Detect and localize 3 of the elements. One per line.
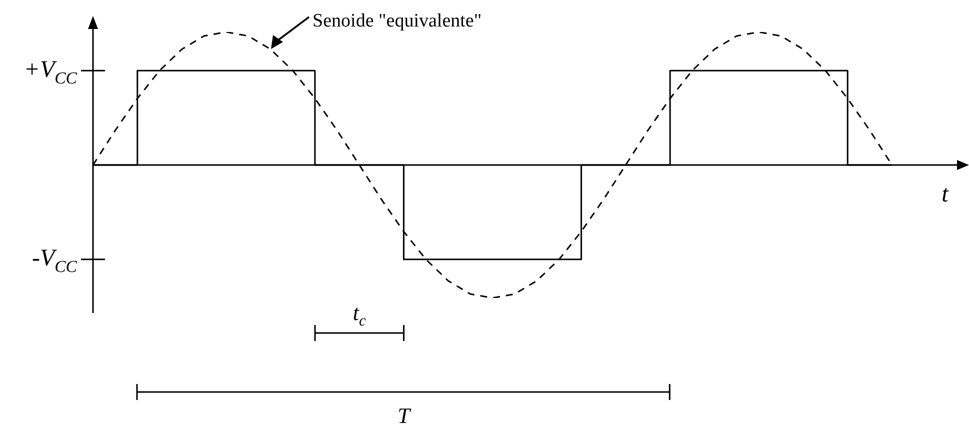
- x-axis-title: t: [942, 181, 950, 208]
- legend-label: Senoide "equivalente": [312, 10, 482, 32]
- text: T: [398, 402, 412, 428]
